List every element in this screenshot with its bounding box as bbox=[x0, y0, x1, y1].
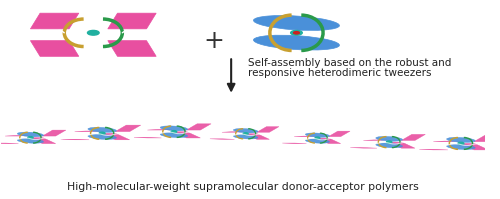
Text: +: + bbox=[204, 29, 225, 53]
Ellipse shape bbox=[376, 143, 402, 148]
Polygon shape bbox=[0, 143, 18, 144]
Polygon shape bbox=[30, 138, 56, 144]
Polygon shape bbox=[30, 13, 79, 29]
Polygon shape bbox=[316, 138, 340, 143]
Polygon shape bbox=[474, 135, 500, 142]
Ellipse shape bbox=[446, 144, 475, 149]
Text: High-molecular-weight supramolecular donor-acceptor polymers: High-molecular-weight supramolecular don… bbox=[68, 182, 419, 192]
Polygon shape bbox=[460, 143, 488, 150]
Polygon shape bbox=[74, 131, 100, 132]
Polygon shape bbox=[42, 130, 66, 136]
Polygon shape bbox=[134, 137, 162, 138]
Polygon shape bbox=[257, 127, 279, 132]
Ellipse shape bbox=[18, 132, 44, 137]
Ellipse shape bbox=[254, 16, 340, 30]
Circle shape bbox=[458, 142, 464, 145]
Ellipse shape bbox=[306, 139, 330, 143]
Polygon shape bbox=[30, 41, 79, 56]
Text: responsive heterodimeric tweezers: responsive heterodimeric tweezers bbox=[248, 68, 432, 78]
Polygon shape bbox=[101, 133, 130, 140]
Polygon shape bbox=[108, 13, 156, 29]
Circle shape bbox=[100, 132, 105, 135]
Polygon shape bbox=[115, 125, 140, 132]
Circle shape bbox=[315, 137, 320, 139]
Ellipse shape bbox=[234, 129, 258, 133]
Ellipse shape bbox=[446, 137, 475, 142]
Ellipse shape bbox=[88, 134, 117, 139]
Polygon shape bbox=[60, 139, 89, 140]
Polygon shape bbox=[108, 41, 156, 56]
Circle shape bbox=[28, 137, 33, 139]
Circle shape bbox=[290, 30, 302, 35]
Polygon shape bbox=[173, 132, 201, 138]
Ellipse shape bbox=[18, 139, 44, 143]
Ellipse shape bbox=[254, 35, 340, 50]
Circle shape bbox=[294, 32, 300, 34]
Polygon shape bbox=[328, 131, 350, 137]
Ellipse shape bbox=[306, 133, 330, 137]
Ellipse shape bbox=[88, 127, 117, 132]
Ellipse shape bbox=[160, 133, 188, 138]
Polygon shape bbox=[420, 149, 448, 150]
Polygon shape bbox=[186, 124, 211, 130]
Ellipse shape bbox=[160, 126, 188, 131]
Ellipse shape bbox=[376, 137, 402, 141]
Circle shape bbox=[88, 30, 99, 35]
Ellipse shape bbox=[234, 135, 258, 139]
Text: Self-assembly based on the robust and: Self-assembly based on the robust and bbox=[248, 58, 452, 68]
Polygon shape bbox=[388, 142, 415, 148]
Circle shape bbox=[386, 141, 392, 143]
Polygon shape bbox=[402, 134, 425, 140]
Circle shape bbox=[171, 131, 176, 133]
Circle shape bbox=[243, 133, 248, 135]
Polygon shape bbox=[434, 141, 459, 142]
Polygon shape bbox=[294, 136, 316, 137]
Polygon shape bbox=[245, 134, 270, 139]
